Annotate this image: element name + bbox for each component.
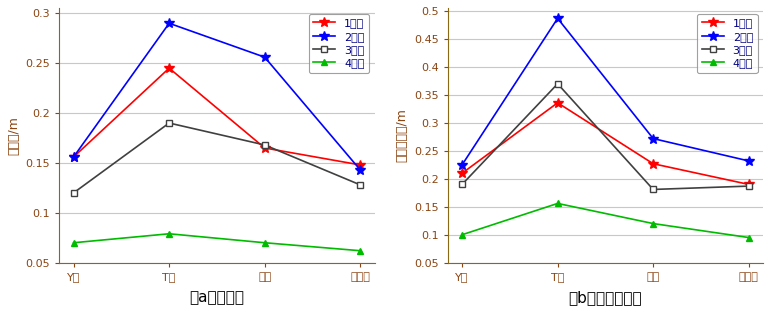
- X-axis label: （a）标准差: （a）标准差: [189, 290, 244, 305]
- 3号点: [165, 121, 174, 125]
- Legend: 1号点, 2号点, 3号点, 4号点: 1号点, 2号点, 3号点, 4号点: [697, 14, 758, 73]
- 1号点: [553, 101, 562, 105]
- 4号点: [260, 241, 269, 245]
- 2号点: [648, 137, 658, 140]
- 2号点: [260, 55, 269, 59]
- 1号点: [457, 171, 467, 175]
- 3号点: [260, 143, 269, 147]
- 2号点: [165, 22, 174, 25]
- 2号点: [457, 163, 467, 167]
- 3号点: [553, 82, 562, 86]
- 3号点: [457, 183, 467, 186]
- Line: 4号点: 4号点: [70, 230, 363, 254]
- Line: 1号点: 1号点: [457, 98, 754, 189]
- Line: 3号点: 3号点: [459, 80, 752, 193]
- 4号点: [457, 233, 467, 236]
- Line: 1号点: 1号点: [69, 63, 365, 170]
- 3号点: [744, 184, 753, 188]
- Line: 3号点: 3号点: [70, 119, 363, 196]
- Legend: 1号点, 2号点, 3号点, 4号点: 1号点, 2号点, 3号点, 4号点: [309, 14, 369, 73]
- 3号点: [356, 183, 365, 187]
- 4号点: [356, 249, 365, 253]
- Line: 2号点: 2号点: [457, 13, 754, 170]
- 1号点: [744, 183, 753, 186]
- 2号点: [744, 159, 753, 163]
- 4号点: [165, 232, 174, 236]
- 4号点: [648, 222, 658, 226]
- Y-axis label: 标准差/m: 标准差/m: [7, 116, 20, 155]
- 1号点: [648, 162, 658, 166]
- Line: 4号点: 4号点: [459, 200, 752, 241]
- 3号点: [69, 191, 79, 195]
- 2号点: [356, 168, 365, 172]
- Line: 2号点: 2号点: [69, 18, 365, 175]
- 1号点: [69, 155, 79, 159]
- 2号点: [69, 155, 79, 159]
- X-axis label: （b）均方根误差: （b）均方根误差: [568, 290, 642, 305]
- 1号点: [165, 66, 174, 70]
- 2号点: [553, 17, 562, 20]
- 4号点: [69, 241, 79, 245]
- Y-axis label: 均方根误差/m: 均方根误差/m: [396, 109, 408, 163]
- 1号点: [260, 146, 269, 150]
- 3号点: [648, 188, 658, 191]
- 1号点: [356, 163, 365, 167]
- 4号点: [553, 202, 562, 205]
- 4号点: [744, 236, 753, 239]
